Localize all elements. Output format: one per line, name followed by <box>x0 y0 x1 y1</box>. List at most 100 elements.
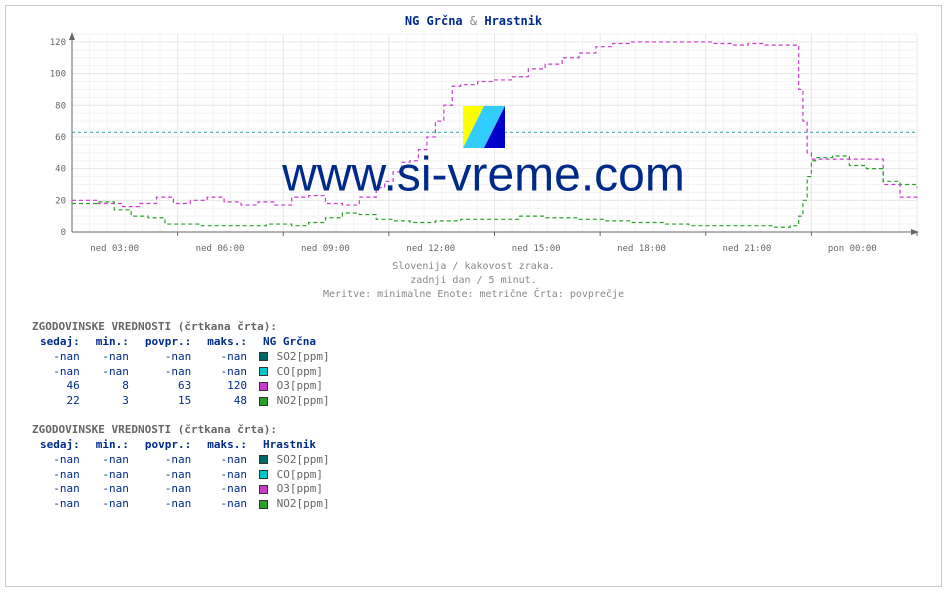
svg-text:20: 20 <box>55 196 66 206</box>
legend-swatch-icon <box>259 367 268 376</box>
cell-povpr: -nan <box>137 365 199 380</box>
table-row: -nan-nan-nan-nan SO2[ppm] <box>32 453 338 468</box>
col-povpr: povpr.: <box>137 335 199 350</box>
chart-container: NG Grčna & Hrastnik www.si-vreme.com 020… <box>5 5 942 587</box>
svg-text:100: 100 <box>50 70 66 80</box>
table-header-row: sedaj: min.: povpr.: maks.: NG Grčna <box>32 335 338 350</box>
cell-min: -nan <box>88 350 137 365</box>
y-axis-label: www.si-vreme.com <box>0 171 3 258</box>
table-row: -nan-nan-nan-nan CO[ppm] <box>32 365 338 380</box>
x-axis-ticks: ned 03:00ned 06:00ned 09:00ned 12:00ned … <box>44 244 923 254</box>
cell-min: 8 <box>88 379 137 394</box>
x-tick-label: ned 21:00 <box>694 244 799 254</box>
chart-title: NG Grčna & Hrastnik <box>14 14 933 28</box>
cell-min: -nan <box>88 468 137 483</box>
x-tick-label: ned 03:00 <box>62 244 167 254</box>
cell-sedaj: -nan <box>32 468 88 483</box>
table-row: 46863120 O3[ppm] <box>32 379 338 394</box>
cell-label: CO[ppm] <box>255 468 338 483</box>
col-location: Hrastnik <box>255 438 338 453</box>
caption-line-1: Slovenija / kakovost zraka. <box>14 260 933 274</box>
col-maks: maks.: <box>199 438 255 453</box>
cell-povpr: -nan <box>137 482 199 497</box>
cell-sedaj: 22 <box>32 394 88 409</box>
title-loc-b: Hrastnik <box>484 14 542 28</box>
col-maks: maks.: <box>199 335 255 350</box>
cell-povpr: -nan <box>137 453 199 468</box>
svg-text:0: 0 <box>61 228 66 238</box>
line-chart-svg: 0 20 40 60 80 100 120 <box>44 32 923 242</box>
cell-povpr: -nan <box>137 468 199 483</box>
table-row: -nan-nan-nan-nan SO2[ppm] <box>32 350 338 365</box>
table-row: -nan-nan-nan-nan O3[ppm] <box>32 482 338 497</box>
legend-swatch-icon <box>259 500 268 509</box>
legend-swatch-icon <box>259 397 268 406</box>
cell-min: -nan <box>88 365 137 380</box>
caption-line-3: Meritve: minimalne Enote: metrične Črta:… <box>14 288 933 302</box>
x-tick-label: ned 09:00 <box>273 244 378 254</box>
data-tables: ZGODOVINSKE VREDNOSTI (črtkana črta): se… <box>32 320 933 512</box>
col-location: NG Grčna <box>255 335 338 350</box>
cell-sedaj: -nan <box>32 453 88 468</box>
cell-label: SO2[ppm] <box>255 350 338 365</box>
x-tick-label: ned 12:00 <box>378 244 483 254</box>
legend-swatch-icon <box>259 470 268 479</box>
cell-min: -nan <box>88 497 137 512</box>
cell-min: -nan <box>88 482 137 497</box>
cell-maks: -nan <box>199 468 255 483</box>
chart-captions: Slovenija / kakovost zraka. zadnji dan /… <box>14 260 933 302</box>
cell-label: CO[ppm] <box>255 365 338 380</box>
title-loc-a: NG Grčna <box>405 14 463 28</box>
col-min: min.: <box>88 335 137 350</box>
cell-sedaj: 46 <box>32 379 88 394</box>
cell-povpr: 15 <box>137 394 199 409</box>
cell-label: NO2[ppm] <box>255 497 338 512</box>
history-table-1: sedaj: min.: povpr.: maks.: NG Grčna -na… <box>32 335 338 409</box>
svg-text:120: 120 <box>50 38 66 48</box>
cell-maks: -nan <box>199 497 255 512</box>
svg-text:60: 60 <box>55 133 66 143</box>
cell-povpr: 63 <box>137 379 199 394</box>
col-povpr: povpr.: <box>137 438 199 453</box>
cell-label: SO2[ppm] <box>255 453 338 468</box>
title-amp: & <box>470 14 477 28</box>
table2-heading: ZGODOVINSKE VREDNOSTI (črtkana črta): <box>32 423 933 438</box>
legend-swatch-icon <box>259 455 268 464</box>
caption-line-2: zadnji dan / 5 minut. <box>14 274 933 288</box>
col-min: min.: <box>88 438 137 453</box>
cell-maks: 48 <box>199 394 255 409</box>
x-tick-label: ned 18:00 <box>589 244 694 254</box>
history-table-2: sedaj: min.: povpr.: maks.: Hrastnik -na… <box>32 438 338 512</box>
cell-povpr: -nan <box>137 350 199 365</box>
cell-label: O3[ppm] <box>255 482 338 497</box>
cell-label: O3[ppm] <box>255 379 338 394</box>
svg-text:40: 40 <box>55 165 66 175</box>
table-row: -nan-nan-nan-nan NO2[ppm] <box>32 497 338 512</box>
cell-min: -nan <box>88 453 137 468</box>
cell-sedaj: -nan <box>32 497 88 512</box>
table1-heading: ZGODOVINSKE VREDNOSTI (črtkana črta): <box>32 320 933 335</box>
table-row: 2231548 NO2[ppm] <box>32 394 338 409</box>
cell-sedaj: -nan <box>32 350 88 365</box>
cell-min: 3 <box>88 394 137 409</box>
x-tick-label: pon 00:00 <box>800 244 905 254</box>
x-tick-label: ned 15:00 <box>484 244 589 254</box>
cell-maks: -nan <box>199 453 255 468</box>
table-header-row: sedaj: min.: povpr.: maks.: Hrastnik <box>32 438 338 453</box>
col-sedaj: sedaj: <box>32 438 88 453</box>
col-sedaj: sedaj: <box>32 335 88 350</box>
legend-swatch-icon <box>259 485 268 494</box>
chart-plot-area: 020406080100120 www.si-vreme.com <box>44 32 923 242</box>
table-row: -nan-nan-nan-nan CO[ppm] <box>32 468 338 483</box>
cell-maks: -nan <box>199 365 255 380</box>
cell-povpr: -nan <box>137 497 199 512</box>
cell-sedaj: -nan <box>32 365 88 380</box>
cell-maks: -nan <box>199 350 255 365</box>
legend-swatch-icon <box>259 352 268 361</box>
x-tick-label: ned 06:00 <box>167 244 272 254</box>
svg-text:80: 80 <box>55 101 66 111</box>
cell-maks: -nan <box>199 482 255 497</box>
cell-label: NO2[ppm] <box>255 394 338 409</box>
cell-sedaj: -nan <box>32 482 88 497</box>
cell-maks: 120 <box>199 379 255 394</box>
